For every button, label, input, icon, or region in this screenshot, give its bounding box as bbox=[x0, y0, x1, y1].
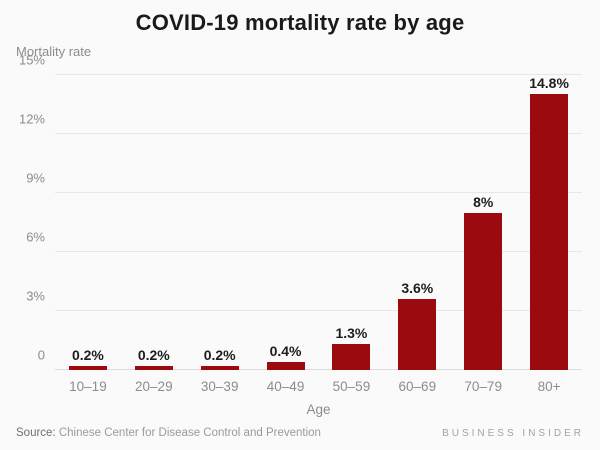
chart-title: COVID-19 mortality rate by age bbox=[135, 10, 465, 35]
bar-value-label: 0.2% bbox=[203, 347, 236, 364]
x-tick-label: 10–19 bbox=[69, 379, 107, 394]
bar-value-label: 1.3% bbox=[335, 325, 368, 342]
x-axis-title: Age bbox=[306, 402, 331, 417]
x-tick-label: 30–39 bbox=[200, 379, 239, 394]
bar-value-label: 3.6% bbox=[401, 280, 434, 297]
y-tick-label: 12% bbox=[18, 111, 45, 127]
bar-value-label: 0.4% bbox=[269, 343, 302, 360]
bar-value-label: 0.2% bbox=[137, 347, 170, 364]
brand-watermark: BUSINESS INSIDER bbox=[442, 428, 584, 439]
x-axis-ticks: 10–19 20–29 30–39 40–49 50–59 60–69 70–79 80+ bbox=[55, 379, 582, 394]
x-tick-label: 40–49 bbox=[266, 379, 305, 394]
bar-value-label: 0.2% bbox=[71, 347, 104, 364]
gridline-15 bbox=[55, 74, 582, 75]
bar bbox=[398, 299, 437, 370]
bar bbox=[464, 212, 503, 370]
x-tick-label: 20–29 bbox=[135, 379, 173, 394]
y-tick-label: 0 bbox=[37, 347, 45, 363]
source-text: Chinese Center for Disease Control and P… bbox=[55, 427, 321, 439]
bar-value-label: 8% bbox=[473, 193, 494, 210]
bar bbox=[332, 344, 371, 370]
bar bbox=[134, 366, 173, 370]
bar bbox=[68, 366, 107, 370]
source-prefix: Source: bbox=[16, 427, 56, 439]
bar-value-label: 14.8% bbox=[529, 75, 569, 91]
bar-group-10–19: 0.2% bbox=[55, 75, 121, 370]
y-tick-label: 6% bbox=[26, 229, 45, 245]
bar-group-70–79: 8% bbox=[450, 75, 516, 370]
x-tick-label: 60–69 bbox=[398, 379, 437, 394]
gridline-12 bbox=[55, 133, 582, 134]
bar-group-20–29: 0.2% bbox=[121, 75, 187, 370]
bar-group-50–59: 1.3% bbox=[319, 75, 385, 370]
bar bbox=[266, 362, 305, 370]
gridline-9 bbox=[55, 192, 582, 193]
y-axis-title: Mortality rate bbox=[16, 44, 92, 59]
gridline-3 bbox=[55, 310, 582, 311]
bar bbox=[530, 94, 569, 370]
footer: Source: Chinese Center for Disease Contr… bbox=[16, 427, 584, 439]
y-tick-label: 15% bbox=[18, 52, 45, 68]
plot-area: 0 3% 6% 9% 12% 15% 0.2% 0.2% 0.2% 0.4% 1.3% 3.6% 8%… bbox=[19, 53, 582, 417]
y-tick-label: 9% bbox=[26, 170, 45, 186]
bar-group-60–69: 3.6% bbox=[384, 75, 450, 370]
bar-group-40–49: 0.4% bbox=[253, 75, 319, 370]
source-credit: Source: Chinese Center for Disease Contr… bbox=[16, 427, 321, 439]
y-tick-label: 3% bbox=[26, 288, 45, 304]
bar-group-80+: 14.8% bbox=[516, 75, 582, 370]
x-tick-label: 70–79 bbox=[464, 379, 502, 394]
x-tick-label: 80+ bbox=[537, 379, 561, 394]
x-tick-label: 50–59 bbox=[332, 379, 371, 394]
bar-group-30–39: 0.2% bbox=[187, 75, 253, 370]
gridline-0 bbox=[55, 369, 582, 370]
bar-series: 0.2% 0.2% 0.2% 0.4% 1.3% 3.6% 8% 14.8% bbox=[55, 75, 582, 370]
bar bbox=[200, 366, 239, 370]
gridline-6 bbox=[55, 251, 582, 252]
